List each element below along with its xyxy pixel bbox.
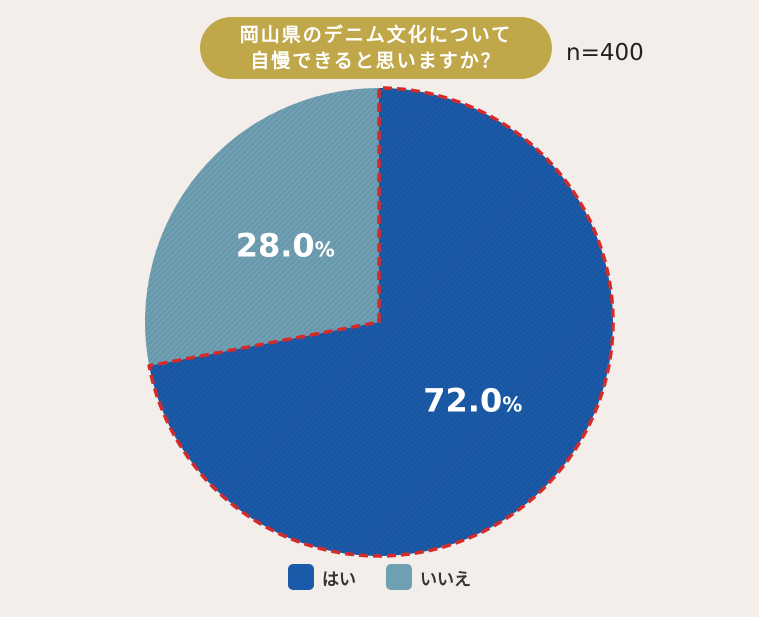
chart-title: 岡山県のデニム文化について 自慢できると思いますか？ — [200, 17, 552, 79]
legend-item-yes: はい — [288, 564, 356, 590]
slice-label-no: 28.0% — [236, 226, 335, 264]
chart-title-line-1: 岡山県のデニム文化について — [239, 24, 513, 46]
legend-swatch-no — [386, 564, 412, 590]
legend-label-yes: はい — [322, 569, 356, 590]
highlight-dashed-border — [147, 86, 615, 558]
legend: はい いいえ — [0, 564, 759, 590]
legend-item-no: いいえ — [386, 564, 471, 590]
pie-slice-texture-no — [144, 88, 379, 366]
legend-swatch-yes — [288, 564, 314, 590]
sample-size-label: n=400 — [566, 40, 644, 66]
slice-label-yes: 72.0% — [423, 382, 522, 420]
chart-title-line-2: 自慢できると思いますか？ — [250, 50, 502, 72]
pie-slice-texture-yes — [149, 88, 614, 556]
legend-label-no: いいえ — [420, 569, 471, 590]
